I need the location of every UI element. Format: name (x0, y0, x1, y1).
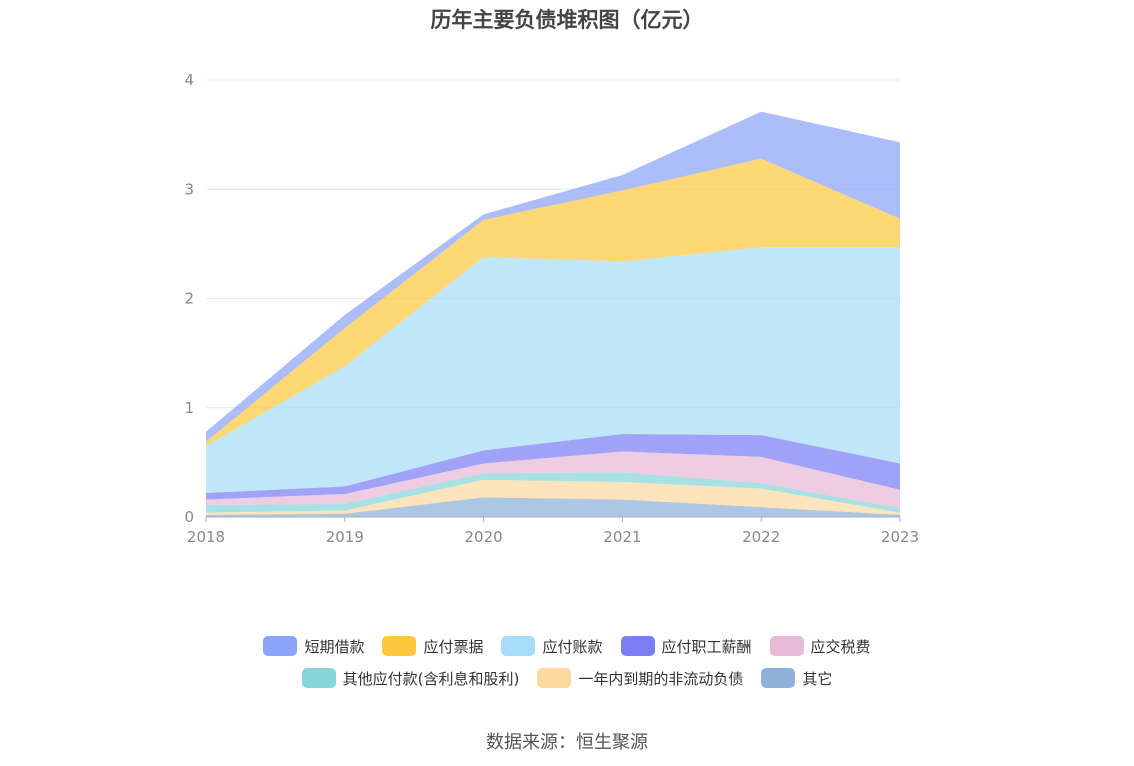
legend-item[interactable]: 应交税费 (769, 636, 871, 657)
legend-label: 其它 (802, 669, 833, 688)
legend-swatch (382, 636, 417, 656)
x-tick-label: 2018 (187, 528, 225, 546)
area-series-应付账款 (206, 247, 900, 493)
area-series-其它 (206, 497, 900, 517)
x-tick-label: 2021 (603, 528, 641, 546)
legend-swatch (301, 668, 336, 688)
y-tick-label: 4 (184, 71, 194, 89)
legend-label: 应付职工薪酬 (661, 637, 752, 656)
y-tick-label: 3 (184, 180, 194, 198)
area-series-一年内到期的非流动负债 (206, 479, 900, 515)
legend-swatch (769, 636, 804, 656)
area-series-应交税费 (206, 451, 900, 509)
legend-item[interactable]: 其他应付款(含利息和股利) (301, 668, 520, 689)
legend-item[interactable]: 一年内到期的非流动负债 (537, 668, 743, 689)
legend-swatch (761, 668, 796, 688)
y-tick-label: 0 (184, 508, 194, 526)
legend-label: 短期借款 (304, 637, 365, 656)
legend-label: 应交税费 (810, 637, 871, 656)
x-tick-label: 2023 (881, 528, 919, 546)
legend-item[interactable]: 应付职工薪酬 (620, 636, 752, 657)
chart-title: 历年主要负债堆积图（亿元） (430, 8, 704, 32)
x-tick-label: 2019 (326, 528, 364, 546)
area-series-应付票据 (206, 158, 900, 446)
y-tick-label: 1 (184, 399, 194, 417)
legend-row: 其他应付款(含利息和股利) 一年内到期的非流动负债 其它 (0, 662, 1134, 694)
legend-label: 应付账款 (542, 637, 603, 656)
area-series (206, 111, 900, 517)
legend: 短期借款 应付票据 应付账款 应付职工薪酬 应交税费 其他应付款(含利息和股利) 一年内到… (0, 630, 1134, 694)
legend-swatch (620, 636, 655, 656)
legend-swatch (537, 668, 572, 688)
legend-item[interactable]: 应付票据 (382, 636, 483, 657)
area-series-其他应付款(含利息和股利) (206, 472, 900, 513)
x-tick-label: 2022 (742, 528, 780, 546)
legend-label: 应付票据 (423, 637, 484, 656)
area-series-短期借款 (206, 111, 900, 442)
x-tick-label: 2020 (465, 528, 503, 546)
legend-item[interactable]: 应付账款 (501, 636, 603, 657)
y-tick-label: 2 (184, 290, 194, 308)
legend-swatch (501, 636, 536, 656)
legend-row: 短期借款 应付票据 应付账款 应付职工薪酬 应交税费 (0, 630, 1134, 662)
legend-item[interactable]: 其它 (761, 668, 832, 689)
legend-item[interactable]: 短期借款 (263, 636, 364, 657)
axes: 0 1 2 3 4 2018 2019 2020 2021 2022 2023 (184, 71, 919, 546)
legend-label: 其他应付款(含利息和股利) (342, 669, 520, 688)
area-series-应付职工薪酬 (206, 433, 900, 500)
source-note: 数据来源：恒生聚源 (486, 732, 648, 753)
legend-swatch (263, 636, 298, 656)
legend-label: 一年内到期的非流动负债 (578, 669, 744, 688)
